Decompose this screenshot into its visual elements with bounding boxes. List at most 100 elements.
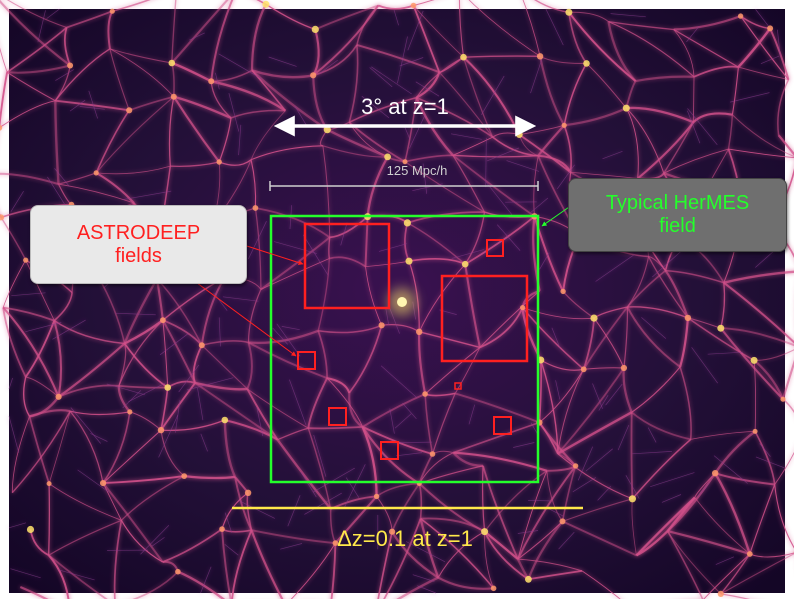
- filament: [513, 442, 535, 448]
- astrodeep-field-boxes: [297, 222, 529, 460]
- filament: [625, 107, 665, 174]
- filament: [451, 249, 484, 259]
- filament: [281, 326, 300, 331]
- filament: [10, 568, 41, 579]
- filament: [192, 344, 203, 384]
- halo-node: [561, 122, 567, 128]
- filament: [224, 419, 279, 441]
- filament: [95, 171, 135, 204]
- filament: [376, 482, 420, 498]
- filament: [723, 281, 794, 344]
- filament: [402, 402, 417, 420]
- filament: [452, 136, 493, 156]
- filament: [2, 306, 60, 398]
- mpc-scale-bar: [269, 181, 539, 191]
- filament: [312, 467, 355, 493]
- halo-node: [46, 481, 52, 487]
- filament: [635, 530, 669, 557]
- filament: [362, 393, 426, 428]
- filament: [172, 96, 221, 163]
- filament: [210, 80, 287, 112]
- filament: [506, 160, 540, 172]
- astrodeep-field: [380, 441, 399, 460]
- filament: [687, 317, 755, 362]
- filament: [171, 0, 229, 64]
- filament: [224, 512, 233, 533]
- filament: [530, 197, 549, 213]
- halo-node: [460, 53, 467, 61]
- filament: [673, 15, 741, 31]
- halo-node: [515, 131, 523, 139]
- filament: [28, 416, 50, 484]
- filament: [8, 377, 13, 390]
- filament: [25, 259, 55, 321]
- filament: [740, 15, 789, 80]
- filament: [251, 69, 314, 79]
- filament: [637, 121, 695, 180]
- filament: [174, 400, 181, 433]
- halo-node: [168, 59, 176, 67]
- halo-node: [23, 257, 29, 263]
- filament: [52, 319, 86, 340]
- filament: [555, 380, 561, 400]
- filament: [79, 106, 105, 110]
- filament: [317, 59, 338, 75]
- filament: [527, 520, 564, 580]
- filament: [698, 482, 710, 497]
- filament: [749, 552, 794, 558]
- filament: [417, 585, 436, 594]
- filament: [274, 241, 317, 254]
- filament: [102, 429, 162, 484]
- filament: [391, 483, 420, 533]
- halo-node: [752, 428, 758, 434]
- filament: [413, 0, 435, 6]
- halo-node: [244, 489, 252, 496]
- filament: [158, 414, 179, 458]
- filament: [210, 0, 234, 82]
- filament: [7, 64, 71, 74]
- filament: [666, 530, 704, 599]
- dz-label: Δz=0.1 at z=1: [337, 526, 473, 551]
- halo-node: [170, 93, 177, 100]
- filament: [424, 393, 434, 455]
- filament: [255, 207, 331, 239]
- filament: [468, 0, 541, 57]
- halo-node: [373, 493, 380, 500]
- astrodeep-field: [328, 407, 347, 426]
- filament: [0, 100, 56, 128]
- filament: [117, 385, 131, 413]
- filament: [6, 0, 67, 29]
- halo-node: [221, 416, 229, 424]
- filament: [517, 465, 577, 560]
- filament: [528, 500, 550, 502]
- filament: [218, 117, 232, 163]
- filament: [667, 530, 751, 556]
- filament: [557, 453, 633, 500]
- halo-node: [26, 525, 35, 534]
- filament: [46, 8, 60, 19]
- halo-node: [402, 159, 408, 165]
- filament: [661, 494, 682, 503]
- filament: [307, 427, 332, 510]
- filament: [348, 44, 359, 123]
- filament: [728, 148, 794, 159]
- filament: [326, 377, 351, 394]
- halo-node: [164, 384, 171, 391]
- filament: [608, 20, 674, 31]
- filament: [200, 433, 208, 452]
- hermes-callout: Typical HerMES field: [568, 178, 787, 252]
- filament: [602, 150, 623, 160]
- filament: [122, 390, 142, 409]
- filament: [24, 320, 56, 378]
- filament: [0, 217, 27, 261]
- filament: [479, 290, 540, 348]
- filament: [626, 106, 694, 124]
- astrodeep-field: [454, 382, 462, 390]
- filament: [760, 55, 780, 65]
- filament: [57, 342, 126, 398]
- filament: [581, 570, 621, 599]
- filament: [120, 520, 163, 563]
- filament: [650, 472, 695, 488]
- filament: [228, 93, 240, 132]
- filament: [0, 0, 71, 67]
